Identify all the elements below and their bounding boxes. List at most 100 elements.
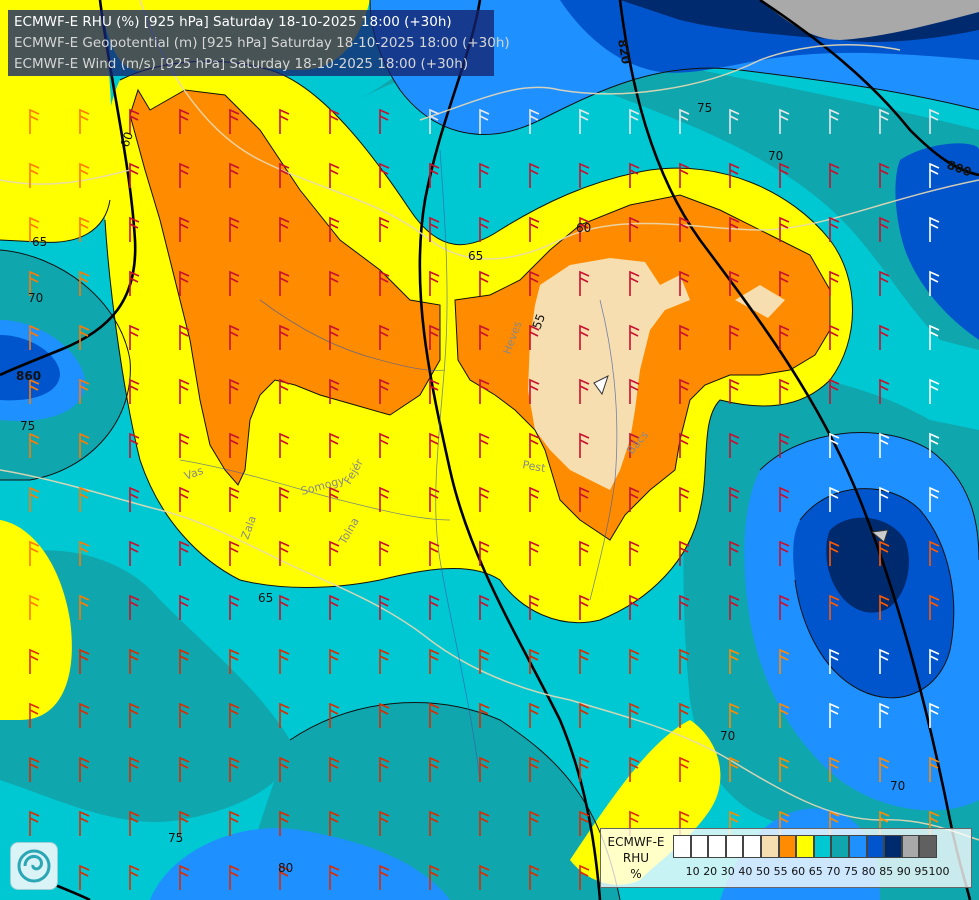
wind-barb-icon	[29, 594, 40, 620]
wind-barb-icon	[29, 108, 40, 134]
wind-barb-icon	[129, 540, 140, 566]
wind-barb-icon	[129, 648, 140, 674]
rhu-75-area-north	[360, 45, 979, 350]
wind-barb-icon	[479, 324, 490, 350]
wind-barb-icon	[629, 540, 640, 566]
legend-tick-label: 30	[720, 865, 735, 878]
wind-barb-icon	[179, 378, 190, 404]
wind-barb-icon	[479, 756, 490, 782]
wind-barb-icon	[79, 540, 90, 566]
wind-barb-icon	[79, 810, 90, 836]
wind-barb-icon	[229, 378, 240, 404]
rhu-65-area-southwest	[0, 520, 72, 720]
wind-barb-icon	[829, 108, 840, 134]
wind-barb-icon	[579, 702, 590, 728]
wind-barb-icon	[479, 216, 490, 242]
wind-barb-icon	[79, 270, 90, 296]
wind-barb-icon	[679, 540, 690, 566]
wind-barb-icon	[279, 432, 290, 458]
wind-barb-icon	[779, 378, 790, 404]
legend-swatch	[690, 835, 709, 858]
rivers	[179, 149, 618, 781]
wind-barb-icon	[79, 864, 90, 890]
wind-barb-icon	[329, 486, 340, 512]
wind-barb-icon	[179, 864, 190, 890]
wind-barb-icon	[879, 270, 890, 296]
wind-barb-icon	[279, 594, 290, 620]
wind-barb-icon	[129, 378, 140, 404]
wind-barb-icon	[279, 702, 290, 728]
wind-barb-icon	[379, 864, 390, 890]
wind-barb-icon	[279, 324, 290, 350]
wind-barb-icon	[429, 216, 440, 242]
wind-barb-icon	[879, 594, 890, 620]
legend-title-line-1: ECMWF-E	[607, 835, 665, 849]
wind-barb-icon	[129, 864, 140, 890]
wind-barb-icon	[879, 432, 890, 458]
wind-barb-icon	[829, 702, 840, 728]
wind-barb-icon	[29, 486, 40, 512]
wind-barb-icon	[429, 378, 440, 404]
wind-barb-icon	[879, 162, 890, 188]
legend-swatch	[848, 835, 867, 858]
wind-barb-icon	[529, 486, 540, 512]
wind-barb-icon	[179, 270, 190, 296]
wind-barb-icon	[529, 810, 540, 836]
wind-barb-icon	[429, 810, 440, 836]
wind-barb-icon	[929, 324, 940, 350]
rhu-contour-label: 70	[28, 291, 43, 305]
wind-barb-icon	[29, 270, 40, 296]
wind-barb-icon	[529, 432, 540, 458]
wind-barb-icon	[429, 486, 440, 512]
wind-barb-icon	[179, 594, 190, 620]
wind-barb-icon	[379, 162, 390, 188]
wind-barb-icon	[229, 162, 240, 188]
wind-barb-icon	[29, 378, 40, 404]
rhu-95-area-north	[760, 0, 979, 40]
title-wind: ECMWF-E Wind (m/s) [925 hPa] Saturday 18…	[14, 56, 469, 72]
wind-barb-icon	[879, 540, 890, 566]
wind-barb-icon	[279, 108, 290, 134]
wind-barb-icon	[929, 270, 940, 296]
wind-barb-icon	[329, 702, 340, 728]
rhu-80-area-south	[150, 828, 450, 900]
legend-swatch	[901, 835, 920, 858]
rhu-contour-label: 75	[168, 831, 183, 845]
wind-barb-icon	[629, 432, 640, 458]
wind-barb-icon	[679, 648, 690, 674]
rhu-contour-label: 65	[32, 235, 47, 249]
wind-barb-icon	[179, 810, 190, 836]
wind-barb-icon	[229, 810, 240, 836]
wind-barb-icon	[329, 648, 340, 674]
rhu-60-area-west	[130, 90, 440, 485]
legend-tick-label: 60	[791, 865, 806, 878]
wind-barb-icon	[729, 594, 740, 620]
wind-barb-icon	[279, 216, 290, 242]
wind-barb-icon	[479, 270, 490, 296]
wind-barb-icon	[379, 648, 390, 674]
wind-barb-icon	[579, 594, 590, 620]
wind-barb-icon	[579, 648, 590, 674]
wind-barb-icon	[179, 648, 190, 674]
legend-tick-label: 10	[685, 865, 700, 878]
wind-barb-icon	[529, 702, 540, 728]
rhu-contour-label: 60	[118, 130, 136, 149]
wind-barb-icon	[329, 432, 340, 458]
wind-barb-icon	[379, 108, 390, 134]
legend-swatch	[866, 835, 885, 858]
wind-barb-icon	[529, 756, 540, 782]
wind-barb-icon	[529, 540, 540, 566]
wind-barb-icon	[129, 432, 140, 458]
wind-barb-icon	[429, 432, 440, 458]
wind-barb-icon	[879, 702, 890, 728]
wind-barb-icon	[379, 432, 390, 458]
wind-barb-icon	[329, 540, 340, 566]
wind-barb-icon	[479, 162, 490, 188]
wind-barb-icon	[79, 702, 90, 728]
legend-swatch	[813, 835, 832, 858]
wind-barb-icon	[229, 486, 240, 512]
wind-barb-icon	[379, 324, 390, 350]
title-box: ECMWF-E RHU (%) [925 hPa] Saturday 18-10…	[8, 10, 510, 76]
wind-barb-icon	[79, 216, 90, 242]
wind-barb-icon	[229, 216, 240, 242]
